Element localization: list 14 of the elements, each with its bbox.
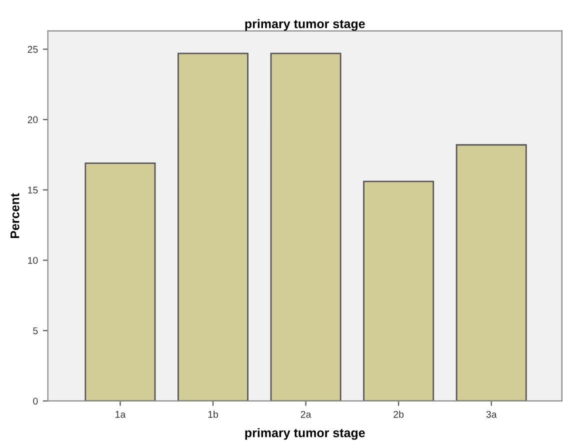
y-tick-label: 0 <box>33 398 38 405</box>
x-tick-label: 2a <box>300 410 312 418</box>
x-tick-label: 2b <box>394 410 404 418</box>
y-tick-label: 25 <box>28 46 38 53</box>
x-axis-title: primary tumor stage <box>245 428 365 440</box>
x-tick-label: 1b <box>208 410 218 418</box>
y-tick-label: 15 <box>28 186 38 194</box>
y-tick-label: 5 <box>33 327 38 334</box>
chart-title: primary tumor stage <box>245 19 365 31</box>
x-tick-label: 3a <box>486 410 497 418</box>
y-axis-title: Percent <box>10 193 20 238</box>
x-tick-label: 1a <box>116 411 126 418</box>
y-tick-label: 10 <box>28 256 38 264</box>
y-tick-label: 20 <box>28 116 38 124</box>
